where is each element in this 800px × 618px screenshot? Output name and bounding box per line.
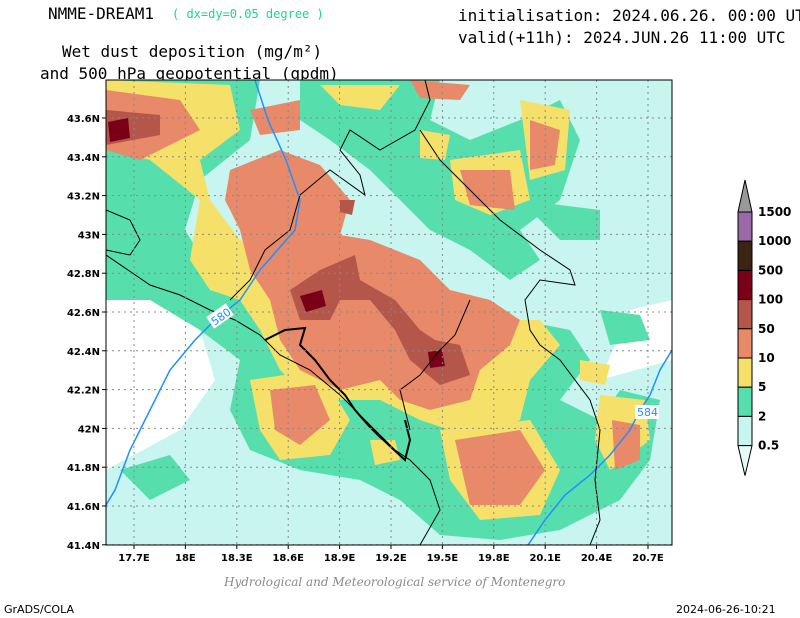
- lat-tick-label: 42.2N: [67, 386, 100, 397]
- colorbar-swatch: [737, 415, 753, 447]
- lat-tick-label: 42.6N: [67, 308, 100, 319]
- coastline: [264, 326, 412, 462]
- lat-tick-label: 43.4N: [67, 153, 100, 164]
- map-title-line1: Wet dust deposition (mg/m²): [62, 42, 323, 61]
- lon-tick-label: 18.3E: [221, 553, 253, 564]
- lat-tick-label: 43.2N: [67, 192, 100, 203]
- lon-tick-label: 17.7E: [118, 553, 150, 564]
- colorbar-swatch: [737, 269, 753, 301]
- longitude-ticks: 17.7E 18E 18.3E 18.6E 18.9E 19.2E 19.5E 19.8E 20…: [118, 545, 664, 564]
- colorbar-swatch: [737, 299, 753, 330]
- colorbar-label: 100: [758, 293, 783, 307]
- lat-tick-label: 42.4N: [67, 347, 100, 358]
- contour-label-bg: [635, 405, 659, 419]
- colorbar-arrow-bottom: [737, 445, 753, 476]
- colorbar-swatch: [737, 240, 753, 271]
- colorbar: 1500 1000 500 100 50 10 5 2 0.5: [737, 179, 791, 476]
- map-title-line2: and 500 hPa geopotential (gpdm): [40, 64, 339, 83]
- lat-tick-label: 41.4N: [67, 541, 100, 552]
- lat-tick-label: 42.8N: [67, 269, 100, 280]
- latitude-ticks: 43.6N 43.4N 43.2N 43N 42.8N 42.6N 42.4N 42.2N 42…: [67, 114, 106, 552]
- contour-584: [527, 349, 672, 545]
- contour-label-584: 584: [637, 406, 658, 419]
- colorbar-swatch: [737, 211, 753, 242]
- lon-tick-label: 19.2E: [375, 553, 407, 564]
- colorbar-swatch: [737, 357, 753, 388]
- colorbar-label: 5: [758, 380, 766, 394]
- lat-tick-label: 42N: [78, 424, 100, 435]
- colorbar-swatch: [737, 328, 753, 359]
- colorbar-label: 500: [758, 263, 783, 277]
- colorbar-label: 2: [758, 409, 766, 423]
- colorbar-label: 1500: [758, 205, 791, 219]
- valid-time: valid(+11h): 2024.JUN.26 11:00 UTC: [458, 28, 786, 47]
- software-label: GrADS/COLA: [4, 603, 74, 616]
- lat-tick-label: 43N: [78, 230, 100, 241]
- lat-tick-label: 41.8N: [67, 463, 100, 474]
- lon-tick-label: 18.9E: [324, 553, 356, 564]
- resolution-note: ( dx=dy=0.05 degree ): [172, 7, 324, 21]
- border-lines: [106, 80, 601, 545]
- initialisation-time: initialisation: 2024.06.26. 00:00 UTC: [458, 6, 800, 25]
- lon-tick-label: 19.8E: [478, 553, 510, 564]
- lon-tick-label: 19.5E: [427, 553, 459, 564]
- colorbar-arrow-top: [737, 179, 753, 213]
- lon-tick-label: 20.7E: [632, 553, 664, 564]
- colorbar-label: 50: [758, 322, 775, 336]
- lon-tick-label: 18E: [175, 553, 196, 564]
- colorbar-swatch: [737, 386, 753, 417]
- colorbar-label: 1000: [758, 234, 791, 248]
- lon-tick-label: 20.1E: [529, 553, 561, 564]
- lon-tick-label: 20.4E: [581, 553, 613, 564]
- credit-line: Hydrological and Meteorological service …: [224, 575, 566, 589]
- lon-tick-label: 18.6E: [272, 553, 304, 564]
- colorbar-label: 10: [758, 351, 775, 365]
- lat-tick-label: 43.6N: [67, 114, 100, 125]
- contour-label-bg: [206, 303, 234, 329]
- colorbar-label: 0.5: [758, 439, 779, 453]
- render-timestamp: 2024-06-26-10:21: [676, 603, 776, 616]
- model-name: NMME-DREAM1: [48, 4, 154, 23]
- lat-tick-label: 41.6N: [67, 502, 100, 513]
